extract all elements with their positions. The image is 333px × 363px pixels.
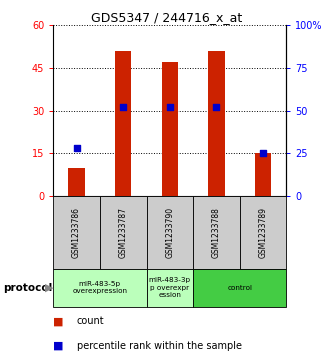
Text: GSM1233790: GSM1233790 [165, 207, 174, 258]
Bar [240, 196, 286, 269]
Bar [147, 269, 193, 307]
Text: GSM1233788: GSM1233788 [212, 207, 221, 258]
Bar [115, 51, 131, 196]
Bar [162, 62, 178, 196]
Point [167, 105, 172, 110]
Text: protocol: protocol [3, 283, 53, 293]
Point [214, 105, 219, 110]
Text: GSM1233789: GSM1233789 [258, 207, 268, 258]
Text: GSM1233787: GSM1233787 [119, 207, 128, 258]
Text: miR-483-5p
overexpression: miR-483-5p overexpression [72, 281, 128, 294]
Bar [208, 51, 225, 196]
Bar [147, 196, 193, 269]
Bar [193, 196, 240, 269]
Bar [100, 196, 147, 269]
Point [121, 105, 126, 110]
Point [260, 150, 266, 156]
Text: percentile rank within the sample: percentile rank within the sample [77, 340, 241, 351]
Bar [53, 269, 147, 307]
Text: GSM1233786: GSM1233786 [72, 207, 81, 258]
Bar [193, 269, 286, 307]
Point [74, 145, 79, 151]
Text: ■: ■ [53, 340, 64, 351]
Bar [69, 168, 85, 196]
Text: control: control [227, 285, 252, 291]
Text: miR-483-3p
p overexpr
ession: miR-483-3p p overexpr ession [149, 277, 191, 298]
Bar [255, 153, 271, 196]
Text: ■: ■ [53, 316, 64, 326]
Bar [53, 196, 100, 269]
Text: ▶: ▶ [45, 283, 54, 293]
Text: GDS5347 / 244716_x_at: GDS5347 / 244716_x_at [91, 11, 242, 24]
Text: count: count [77, 316, 104, 326]
